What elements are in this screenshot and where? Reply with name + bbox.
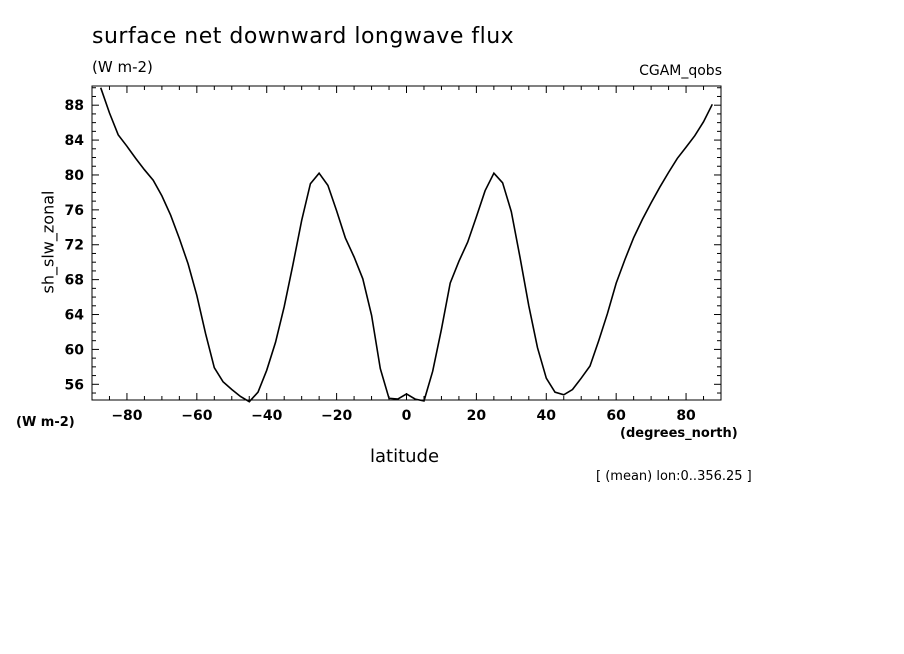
y-tick-label: 76 [65,203,84,219]
axis-ticks [91,86,722,400]
y-axis-units: (W m-2) [16,415,75,430]
x-tick-label: −40 [251,408,282,424]
y-tick-label: 88 [65,98,84,114]
x-tick-label: 40 [537,408,557,424]
y-tick-label: 60 [65,342,85,358]
y-tick-label: 68 [65,273,84,289]
x-tick-label: −60 [181,408,212,424]
dataset-label: CGAM_qobs [639,63,722,79]
y-tick-label: 72 [65,238,84,254]
plot-frame [91,85,722,401]
x-axis-label: latitude [370,446,440,467]
x-axis-units: (degrees_north) [620,426,738,441]
chart-title: surface net downward longwave flux [92,24,515,49]
y-tick-label: 56 [65,377,84,393]
y-tick-label: 84 [65,133,85,149]
x-tick-label: 80 [676,408,696,424]
averaging-note: [ (mean) lon:0..356.25 ] [596,469,752,484]
x-tick-label: 0 [402,408,412,424]
y-tick-label: 80 [65,168,85,184]
series-line [99,87,714,403]
x-tick-label: −80 [111,408,142,424]
chart-units: (W m-2) [92,58,153,76]
x-tick-label: −20 [321,408,352,424]
x-tick-label: 20 [467,408,487,424]
x-tick-label: 60 [606,408,626,424]
y-tick-label: 64 [65,308,85,324]
tick-labels: −80 −60 −40 −20 0 20 40 60 80 56 60 64 68 72 76 80 84 88 [65,98,697,424]
